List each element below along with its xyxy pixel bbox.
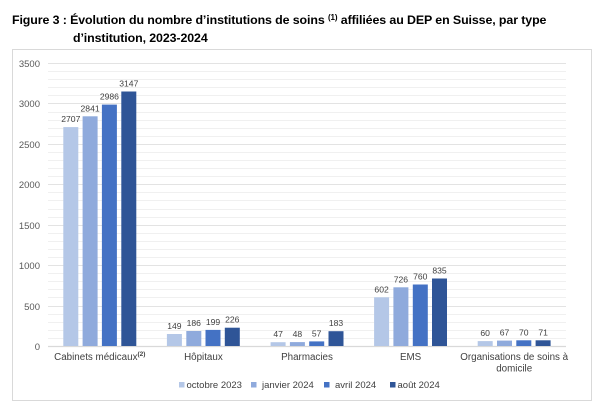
data-label: 835 xyxy=(432,266,447,276)
legend-item: janvier 2024 xyxy=(251,380,314,391)
legend-label: avril 2024 xyxy=(335,380,376,391)
y-tick-label: 2500 xyxy=(19,140,40,151)
data-label: 760 xyxy=(413,272,428,282)
legend-swatch xyxy=(251,382,257,388)
legend-item: avril 2024 xyxy=(324,380,376,391)
chart-frame xyxy=(12,49,592,401)
legend-item: août 2024 xyxy=(390,380,440,391)
category-footnote-ref: (2) xyxy=(137,351,145,358)
data-label: 70 xyxy=(519,327,529,337)
data-label: 71 xyxy=(538,327,548,337)
category-label: EMS xyxy=(400,352,422,363)
bar xyxy=(101,104,117,346)
legend: octobre 2023 janvier 2024 avril 2024 août 2… xyxy=(179,380,440,391)
data-label: 602 xyxy=(374,284,389,294)
title-line2: d’institution, 2023-2024 xyxy=(73,31,208,45)
y-tick-label: 1000 xyxy=(19,261,40,272)
data-label: 57 xyxy=(312,328,322,338)
data-label: 199 xyxy=(206,317,221,327)
data-label: 47 xyxy=(273,329,283,339)
legend-swatch xyxy=(324,382,330,388)
bar xyxy=(289,342,305,346)
bar xyxy=(82,116,98,346)
y-tick-label: 1500 xyxy=(19,221,40,232)
bars xyxy=(63,91,551,346)
figure-title: Figure 3 : Évolution du nombre d’institu… xyxy=(12,11,546,47)
bar xyxy=(516,340,532,346)
legend-label: août 2024 xyxy=(398,380,440,391)
y-tick-label: 0 xyxy=(35,342,40,353)
title-part1: Figure 3 : Évolution du nombre d’institu… xyxy=(12,13,328,27)
bar xyxy=(224,327,240,346)
y-tick-label: 3500 xyxy=(19,59,40,70)
data-label: 226 xyxy=(225,315,240,325)
bar xyxy=(63,127,79,346)
data-label: 186 xyxy=(187,318,202,328)
legend-swatch xyxy=(179,382,185,388)
data-label: 2707 xyxy=(61,114,80,124)
bar xyxy=(535,340,551,346)
category-label: Pharmacies xyxy=(281,352,333,363)
category-label: domicile xyxy=(496,364,532,375)
category-label: Organisations de soins à xyxy=(460,352,568,363)
bar xyxy=(121,91,137,346)
bar xyxy=(432,278,447,346)
data-label: 2986 xyxy=(100,92,119,102)
legend-label: janvier 2024 xyxy=(261,380,314,391)
bar xyxy=(374,297,390,346)
y-tick-label: 3000 xyxy=(19,99,40,110)
legend-item: octobre 2023 xyxy=(179,380,242,391)
data-label: 149 xyxy=(167,321,182,331)
data-label: 48 xyxy=(293,329,303,339)
bar xyxy=(205,329,221,346)
data-label: 183 xyxy=(329,318,344,328)
bar xyxy=(309,341,325,346)
category-label: Hôpitaux xyxy=(184,352,223,363)
data-label: 726 xyxy=(394,274,409,284)
legend-label: octobre 2023 xyxy=(187,380,242,391)
bar xyxy=(328,331,344,346)
bar xyxy=(393,287,409,346)
category-label: Cabinets médicaux(2) xyxy=(54,351,145,363)
y-tick-label: 500 xyxy=(24,302,40,313)
data-label: 67 xyxy=(500,328,510,338)
bar xyxy=(270,342,286,346)
y-axis-ticks: 0 500 1000 1500 2000 2500 3000 3500 xyxy=(19,59,40,353)
data-label: 2841 xyxy=(81,103,100,113)
bar xyxy=(497,340,512,346)
bar xyxy=(412,284,428,346)
data-label: 60 xyxy=(480,328,490,338)
category-labels: Cabinets médicaux(2) Hôpitaux Pharmacies EM… xyxy=(54,351,569,375)
bar xyxy=(477,341,493,346)
bar xyxy=(166,334,182,346)
bar xyxy=(186,331,202,346)
legend-swatch xyxy=(390,382,396,388)
title-footnote-ref: (1) xyxy=(327,13,338,22)
title-part2: affiliées au DEP en Suisse, par type xyxy=(337,13,547,27)
y-tick-label: 2000 xyxy=(19,180,40,191)
data-label: 3147 xyxy=(119,79,138,89)
